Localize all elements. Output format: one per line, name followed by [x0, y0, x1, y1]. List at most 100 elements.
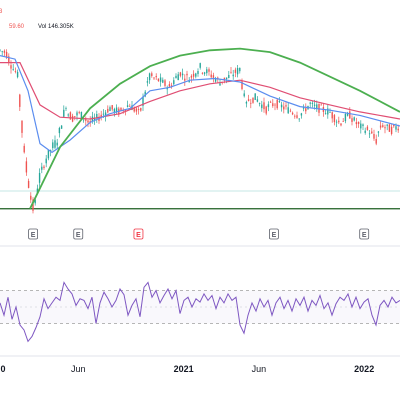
earnings-marker-box	[268, 228, 279, 240]
candle-body	[69, 112, 72, 120]
candle-body	[190, 75, 193, 78]
candle-body	[34, 199, 36, 204]
candle-body	[126, 105, 129, 107]
candle-body	[384, 127, 386, 129]
x-tick-label: Jun	[71, 364, 86, 374]
candle-body	[38, 172, 41, 183]
candle-body	[206, 69, 208, 74]
candle-body	[349, 111, 351, 119]
candle-body	[261, 104, 263, 109]
candle-body	[214, 79, 217, 82]
earnings-marker[interactable]: E	[28, 228, 39, 240]
price-pane	[0, 47, 400, 214]
candle-body	[375, 139, 377, 144]
candle-body	[201, 72, 204, 74]
candle-body	[331, 112, 333, 119]
candle-body	[390, 126, 393, 134]
candle-body	[327, 108, 329, 115]
legend-fragment-left: 3	[0, 9, 3, 15]
candle-body	[197, 71, 199, 74]
x-tick-label: 2021	[174, 364, 194, 374]
candle-body	[368, 133, 371, 135]
candle-body	[188, 80, 190, 83]
candle-body	[239, 67, 241, 72]
candle-body	[247, 99, 250, 101]
candle-body	[236, 67, 239, 75]
candle-body	[357, 121, 360, 124]
candle-body	[78, 112, 80, 113]
candle-body	[254, 93, 256, 100]
candle-body	[96, 113, 98, 119]
candle-body	[393, 124, 395, 127]
candle-body	[340, 123, 342, 126]
candle-body	[241, 81, 243, 90]
rsi-line	[0, 281, 400, 343]
candle-body	[137, 109, 140, 110]
candle-body	[115, 107, 118, 113]
earnings-marker-box	[359, 228, 370, 240]
candle-body	[333, 115, 336, 123]
earnings-marker-label: E	[136, 232, 141, 239]
earnings-marker[interactable]: E	[73, 228, 84, 240]
candle-body	[234, 69, 237, 73]
candle-body	[344, 113, 347, 122]
candle-body	[98, 118, 100, 121]
candle-body	[371, 131, 373, 134]
candle-body	[309, 102, 311, 104]
candle-body	[21, 120, 23, 133]
candle-body	[208, 69, 210, 72]
candle-body	[366, 126, 369, 130]
candle-body	[177, 74, 179, 81]
candle-body	[85, 119, 87, 121]
candle-body	[87, 120, 89, 123]
x-axis: 0 Jun 2021 Jun 2022	[0, 364, 374, 374]
candle-body	[287, 107, 289, 114]
candle-body	[342, 121, 344, 122]
candle-body	[153, 77, 155, 79]
candle-body	[379, 125, 382, 128]
candle-body	[129, 105, 131, 107]
candle-body	[104, 112, 107, 117]
candle-body	[164, 80, 166, 86]
candle-body	[133, 108, 135, 112]
earnings-marker-label: E	[362, 232, 367, 239]
candle-body	[47, 149, 50, 159]
candle-body	[45, 158, 47, 164]
candle-body	[338, 120, 340, 123]
earnings-marker-box	[28, 228, 39, 240]
candle-body	[109, 107, 111, 112]
candle-body	[151, 73, 153, 76]
candle-body	[203, 72, 206, 74]
earnings-marker-box	[133, 228, 144, 240]
candle-body	[219, 83, 221, 86]
candle-body	[388, 124, 391, 132]
candle-body	[397, 128, 399, 131]
candle-body	[80, 111, 83, 119]
earnings-marker[interactable]: E	[359, 228, 370, 240]
candle-body	[296, 115, 298, 118]
legend-volume: Vol 146.305K	[38, 24, 74, 30]
candle-body	[294, 115, 296, 117]
x-tick-label: Jun	[252, 364, 267, 374]
candle-body	[100, 114, 102, 117]
earnings-marker[interactable]: E	[133, 228, 144, 240]
candle-body	[313, 104, 316, 106]
candle-body	[93, 117, 96, 121]
candle-body	[60, 125, 63, 129]
candle-body	[16, 71, 19, 78]
candle-body	[272, 103, 274, 107]
candle-body	[386, 124, 388, 126]
candle-body	[58, 127, 61, 134]
candle-body	[159, 77, 162, 82]
candle-body	[364, 130, 366, 133]
candle-body	[324, 113, 327, 115]
candle-body	[265, 106, 267, 114]
candle-body	[168, 84, 171, 87]
candle-body	[25, 161, 28, 173]
earnings-marker[interactable]: E	[268, 228, 279, 240]
candle-body	[263, 102, 265, 110]
candle-body	[186, 73, 188, 76]
candle-body	[8, 56, 10, 64]
